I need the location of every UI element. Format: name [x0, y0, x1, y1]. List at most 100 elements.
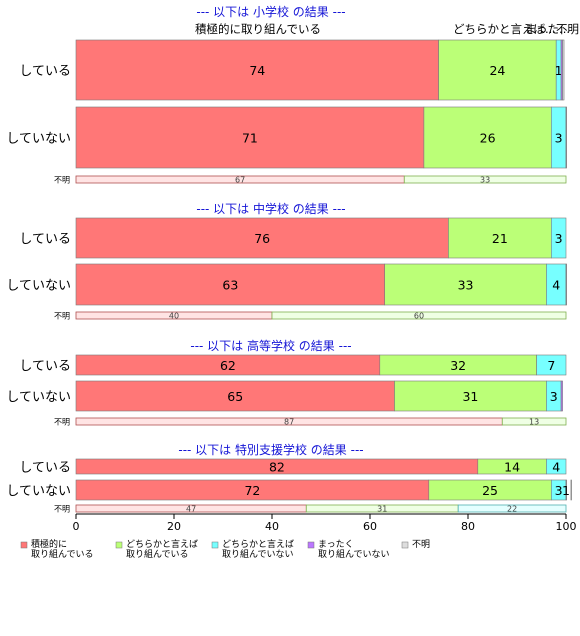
x-axis: 0 20 40 60 80 100: [73, 513, 577, 533]
bar-segment: [75, 263, 386, 306]
legend-label: まったく取り組んでいない: [318, 539, 390, 560]
bar-value-label: 62: [220, 358, 236, 373]
bar-segment: [546, 458, 567, 475]
bar-segment: [75, 39, 439, 101]
panel-0: --- 以下は 小学校 の結果 --- している 74 24 1 していない 71 26 3 不明…: [6, 4, 567, 185]
bar-segment: [562, 39, 565, 101]
bar-value-label: 21: [492, 231, 508, 246]
legend-label: どちらかと言えば取り組んでいない: [222, 538, 294, 560]
bar-segment: [565, 479, 567, 501]
bar-segment: [565, 263, 567, 306]
bar-segment: [75, 380, 395, 412]
row-label: している: [19, 64, 71, 79]
bar-value-label: 63: [222, 278, 238, 293]
bar-segment: [570, 479, 572, 501]
row-label: 不明: [54, 418, 70, 427]
top-label-0: 積極的に取り組んでいる: [195, 22, 321, 36]
bar-value-label: 13: [529, 418, 539, 427]
panel-title: --- 以下は 中学校 の結果 ---: [196, 201, 345, 216]
legend-swatch: [307, 541, 315, 549]
bar-value-label: 65: [227, 389, 243, 404]
bar-value-label: 14: [504, 460, 520, 475]
bar-value-label: 24: [489, 63, 505, 78]
top-label-2: まった...: [525, 22, 570, 36]
legend: 積極的に取り組んでいる どちらかと言えば取り組んでいる どちらかと言えば取り組んでい…: [20, 538, 430, 560]
bar-segment: [75, 106, 425, 169]
panel-1: --- 以下は 中学校 の結果 --- している 76 21 3 していない 63 33 4 不明…: [6, 201, 567, 321]
bar-value-label: 3: [555, 483, 563, 498]
legend-label: どちらかと言えば取り組んでいる: [126, 538, 198, 560]
panel-title: --- 以下は 小学校 の結果 ---: [196, 4, 345, 19]
bar-value-label: 60: [414, 312, 424, 321]
bar-value-label: 40: [169, 312, 179, 321]
bar-value-label: 26: [480, 131, 496, 146]
bar-value-label: 47: [186, 505, 196, 514]
x-tick-label: 100: [556, 520, 577, 533]
bar-value-label: 33: [458, 278, 474, 293]
x-tick-label: 80: [461, 520, 475, 533]
bar-segment: [394, 380, 547, 412]
row-label: していない: [6, 132, 71, 147]
bar-value-label: 67: [235, 176, 245, 185]
legend-swatch: [211, 541, 219, 549]
bar-segment: [384, 263, 547, 306]
bar-segment: [448, 217, 552, 259]
panel-title: --- 以下は 高等学校 の結果 ---: [190, 338, 351, 353]
bar-value-label: 4: [552, 278, 560, 293]
row-label: している: [19, 232, 71, 247]
legend-label: 不明: [412, 539, 430, 550]
row-label: 不明: [54, 312, 70, 321]
row-label: していない: [6, 279, 71, 294]
x-tick-label: 60: [363, 520, 377, 533]
x-tick-label: 0: [73, 520, 80, 533]
x-tick-label: 40: [265, 520, 279, 533]
top-category-labels: 積極的に取り組んでいる どちらかと言えば...まった...不明: [195, 22, 579, 36]
bar-value-label: 31: [377, 505, 387, 514]
legend-item: まったく取り組んでいない: [307, 539, 390, 560]
bar-segment: [565, 106, 567, 169]
bar-value-label: 4: [552, 460, 560, 475]
bar-value-label: 76: [254, 231, 270, 246]
bar-value-label: 72: [244, 483, 260, 498]
top-label-1: どちらかと言えば...: [453, 22, 556, 36]
bar-value-label: 1: [562, 483, 570, 498]
bar-value-label: 31: [462, 389, 478, 404]
bar-value-label: 25: [482, 483, 498, 498]
legend-item: 不明: [401, 539, 430, 550]
row-label: 不明: [54, 176, 70, 185]
bar-value-label: 22: [507, 505, 517, 514]
legend-swatch: [20, 541, 28, 549]
row-label: している: [19, 461, 71, 476]
bar-value-label: 74: [249, 63, 265, 78]
legend-label: 積極的に取り組んでいる: [31, 538, 94, 560]
bar-segment: [501, 417, 567, 426]
legend-item: 積極的に取り組んでいる: [20, 538, 94, 560]
bar-value-label: 7: [547, 358, 555, 373]
row-label: している: [19, 359, 71, 374]
legend-item: どちらかと言えば取り組んでいる: [115, 538, 198, 560]
bar-segment: [536, 354, 567, 376]
bar-segment: [438, 39, 557, 101]
bar-value-label: 3: [555, 231, 563, 246]
bar-value-label: 1: [555, 63, 563, 78]
row-label: していない: [6, 390, 71, 405]
bar-segment: [271, 311, 567, 320]
top-label-3: 不明: [556, 22, 579, 36]
bar-value-label: 3: [555, 131, 563, 146]
bar-segment: [403, 175, 567, 184]
bar-segment: [457, 504, 567, 513]
row-label: していない: [6, 484, 71, 499]
legend-swatch: [115, 541, 123, 549]
panel-3: --- 以下は 特別支援学校 の結果 --- している 82 14 4 していない 72 25…: [6, 442, 572, 514]
bar-value-label: 87: [284, 418, 294, 427]
bar-segment: [550, 217, 567, 259]
x-tick-label: 20: [167, 520, 181, 533]
row-label: 不明: [54, 505, 70, 514]
bar-value-label: 82: [269, 460, 285, 475]
bar-value-label: 71: [242, 131, 258, 146]
legend-item: どちらかと言えば取り組んでいない: [211, 538, 294, 560]
panel-title: --- 以下は 特別支援学校 の結果 ---: [178, 442, 363, 457]
